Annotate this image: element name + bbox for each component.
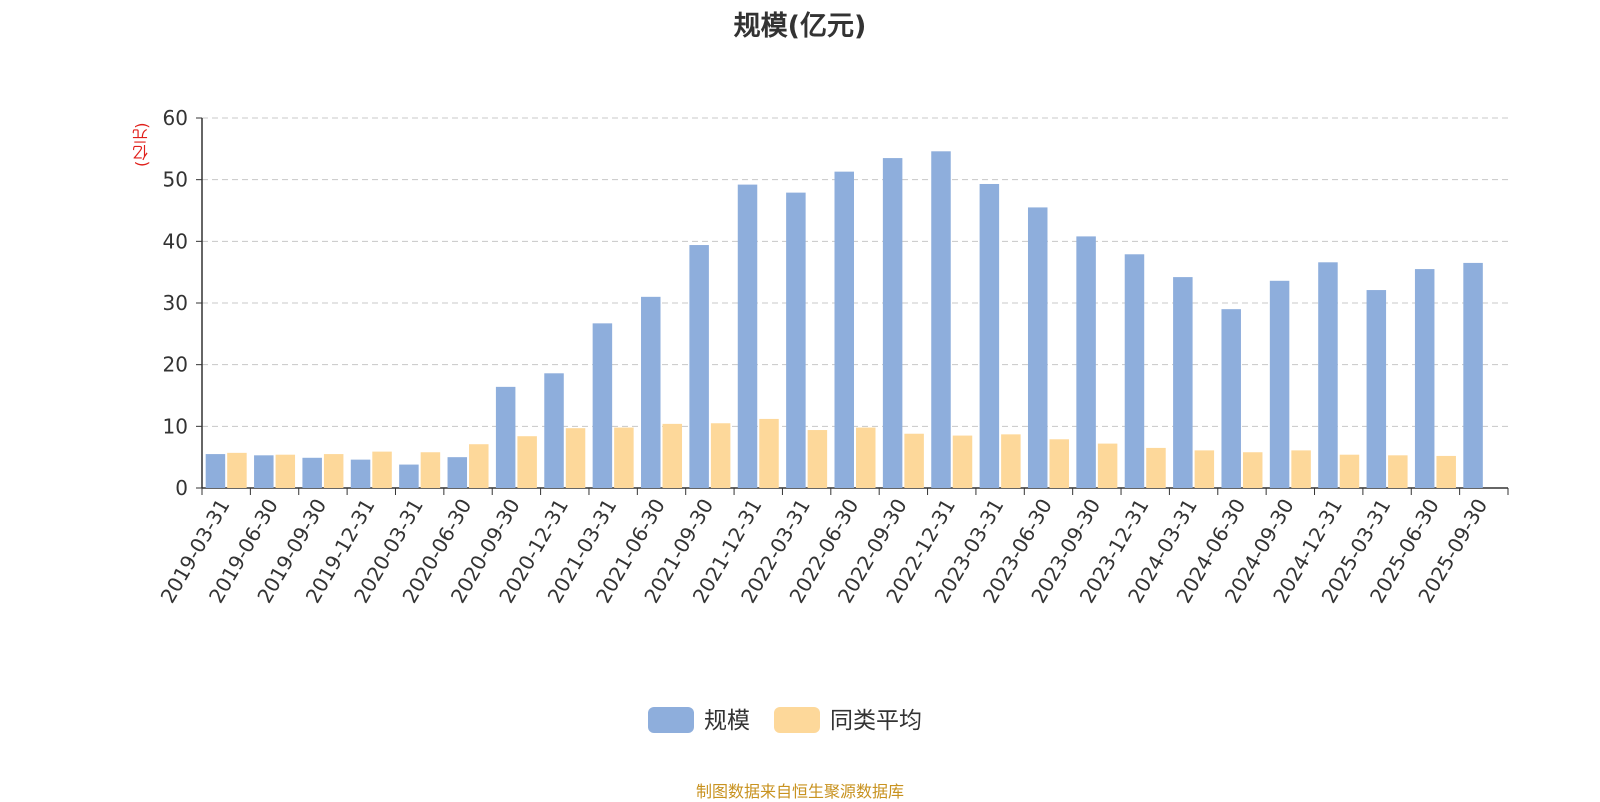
bar-scale: [205, 454, 226, 488]
bar-scale: [786, 192, 806, 488]
bar-scale: [689, 245, 709, 488]
source-note: 制图数据来自恒生聚源数据库: [695, 782, 904, 801]
bar-peer-average: [807, 430, 828, 488]
legend-swatch-peer-average: [774, 707, 820, 733]
y-tick-label: 60: [163, 106, 188, 130]
bar-scale: [882, 158, 903, 489]
bar-peer-average: [1097, 443, 1118, 488]
bar-scale: [399, 464, 419, 488]
bar-scale: [592, 323, 613, 488]
bar-peer-average: [227, 452, 247, 488]
bar-scale: [1366, 290, 1387, 488]
legend-label-peer-average: 同类平均: [830, 708, 922, 734]
bar-scale: [1221, 309, 1241, 488]
bar-scale: [979, 183, 1000, 488]
bar-scale: [1414, 269, 1435, 488]
bar-peer-average: [952, 435, 973, 488]
bar-peer-average: [1436, 455, 1456, 488]
bar-peer-average: [614, 427, 634, 488]
legend-label-scale: 规模: [704, 708, 750, 734]
y-tick-label: 30: [163, 291, 188, 315]
bar-scale: [544, 373, 564, 488]
legend-swatch-scale: [648, 707, 694, 733]
bar-peer-average: [1194, 450, 1215, 488]
bar-scale: [931, 151, 951, 489]
bar-peer-average: [759, 418, 779, 488]
bar-scale: [1269, 280, 1290, 488]
bar-peer-average: [275, 454, 296, 488]
bar-peer-average: [372, 451, 392, 488]
bar-peer-average: [1001, 434, 1021, 488]
bar-peer-average: [856, 427, 876, 488]
bar-scale: [1124, 254, 1145, 488]
bar-peer-average: [662, 423, 683, 488]
bar-scale: [737, 184, 758, 488]
bar-peer-average: [469, 444, 489, 488]
bar-peer-average: [710, 423, 731, 488]
chart-title: 规模(亿元): [733, 11, 867, 42]
bar-scale: [1318, 262, 1338, 488]
y-tick-label: 0: [175, 476, 188, 500]
y-tick-label: 50: [163, 168, 188, 192]
bar-scale: [495, 386, 516, 488]
bar-peer-average: [1339, 454, 1360, 488]
bar-scale: [302, 457, 322, 488]
bar-peer-average: [1291, 450, 1311, 488]
bar-scale: [254, 455, 274, 488]
bar-peer-average: [517, 436, 537, 488]
bar-scale: [1076, 236, 1096, 488]
bar-scale: [1173, 277, 1193, 488]
bar-peer-average: [565, 428, 586, 488]
y-tick-label: 10: [163, 414, 188, 438]
bar-scale: [1027, 207, 1048, 488]
bar-scale: [1463, 262, 1483, 488]
bar-scale: [641, 296, 661, 488]
y-tick-label: 20: [163, 353, 188, 377]
y-tick-label: 40: [163, 229, 188, 253]
bar-scale: [834, 171, 854, 488]
bar-peer-average: [323, 454, 344, 488]
bar-peer-average: [420, 452, 441, 488]
bar-peer-average: [1146, 447, 1166, 488]
bar-scale: [447, 457, 468, 488]
bar-peer-average: [1242, 452, 1263, 488]
bar-scale: [350, 459, 371, 488]
bar-peer-average: [1049, 439, 1069, 488]
bar-peer-average: [1388, 455, 1408, 488]
bar-peer-average: [904, 433, 924, 488]
